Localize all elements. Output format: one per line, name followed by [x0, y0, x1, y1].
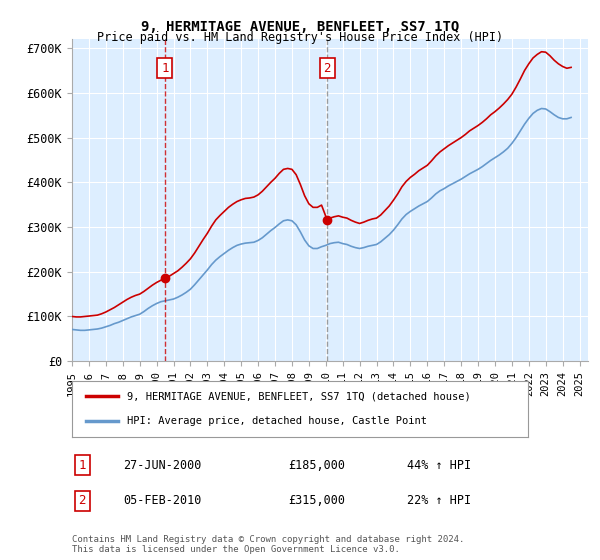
Text: Contains HM Land Registry data © Crown copyright and database right 2024.
This d: Contains HM Land Registry data © Crown c… — [72, 535, 464, 554]
Text: 9, HERMITAGE AVENUE, BENFLEET, SS7 1TQ (detached house): 9, HERMITAGE AVENUE, BENFLEET, SS7 1TQ (… — [127, 391, 470, 402]
Text: £315,000: £315,000 — [289, 494, 346, 507]
Text: 2: 2 — [323, 62, 331, 74]
Text: 05-FEB-2010: 05-FEB-2010 — [124, 494, 202, 507]
Text: 9, HERMITAGE AVENUE, BENFLEET, SS7 1TQ: 9, HERMITAGE AVENUE, BENFLEET, SS7 1TQ — [141, 20, 459, 34]
Text: 22% ↑ HPI: 22% ↑ HPI — [407, 494, 472, 507]
Text: 2: 2 — [79, 494, 86, 507]
Text: 27-JUN-2000: 27-JUN-2000 — [124, 459, 202, 472]
Text: 44% ↑ HPI: 44% ↑ HPI — [407, 459, 472, 472]
Text: 1: 1 — [161, 62, 169, 74]
Text: £185,000: £185,000 — [289, 459, 346, 472]
Text: Price paid vs. HM Land Registry's House Price Index (HPI): Price paid vs. HM Land Registry's House … — [97, 31, 503, 44]
Text: 1: 1 — [79, 459, 86, 472]
Text: HPI: Average price, detached house, Castle Point: HPI: Average price, detached house, Cast… — [127, 416, 427, 426]
